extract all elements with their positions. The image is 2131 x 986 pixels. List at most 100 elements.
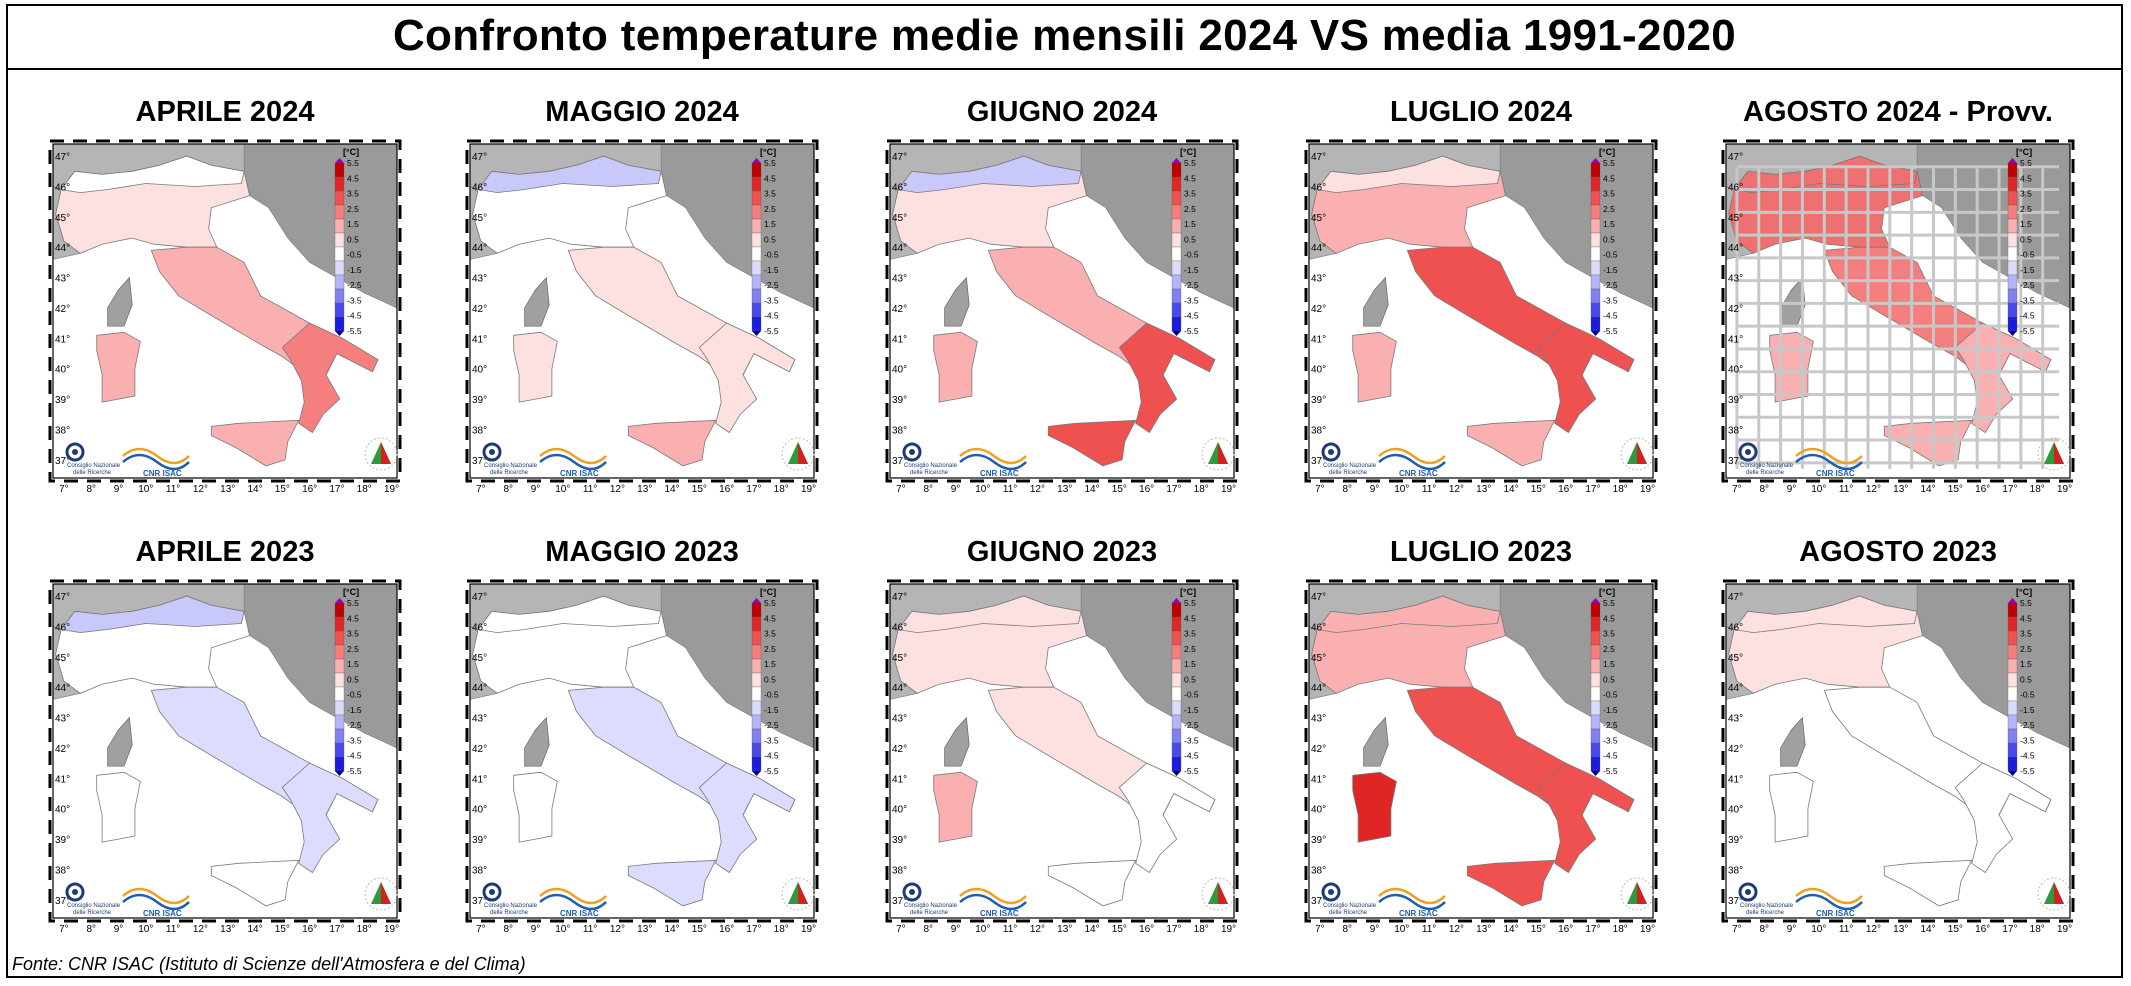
longitude-label: 11° [166, 924, 180, 935]
latitude-label: 45° [1311, 653, 1326, 664]
emblem-icon [781, 877, 815, 911]
svg-text:delle Ricerche: delle Ricerche [490, 470, 529, 476]
colorbar-swatch [1171, 302, 1182, 318]
longitude-label: 18° [1194, 484, 1209, 495]
temperature-anomaly-map: 47° 46° 45° 44° 43° 42° 41° 40° 39° 38° 37° 7° 8° 9° 1… [882, 136, 1242, 498]
colorbar-swatch [334, 162, 345, 178]
longitude-label: 10° [138, 484, 153, 495]
isac-logo: CNR ISAC [959, 447, 1027, 478]
colorbar-tick: -5.5 [764, 326, 779, 336]
colorbar-tick: 3.5 [1603, 629, 1615, 639]
latitude-label: 41° [472, 334, 487, 345]
panel-title: LUGLIO 2024 [1389, 96, 1573, 128]
emblem-icon [2037, 877, 2071, 911]
colorbar-tick: 5.5 [347, 598, 359, 608]
latitude-label: 45° [472, 213, 487, 224]
colorbar-tick: 2.5 [347, 204, 359, 214]
longitude-label: 13° [1476, 924, 1491, 935]
colorbar-tick: -2.5 [764, 720, 779, 730]
region-south [281, 762, 379, 874]
latitude-label: 41° [55, 334, 70, 345]
svg-text:Consiglio Nazionale: Consiglio Nazionale [67, 903, 121, 909]
longitude-label: 11° [1003, 924, 1017, 935]
colorbar-tick: 0.5 [1603, 674, 1615, 684]
svg-text:CNR ISAC: CNR ISAC [560, 909, 599, 918]
latitude-label: 46° [892, 183, 907, 194]
longitude-label: 19° [384, 484, 399, 495]
longitude-label: 11° [583, 484, 597, 495]
colorbar-swatch [334, 176, 345, 192]
longitude-label: 15° [1112, 924, 1127, 935]
svg-text:CNR ISAC: CNR ISAC [560, 469, 599, 478]
longitude-label: 19° [2057, 924, 2072, 935]
colorbar-tick: -3.5 [347, 735, 362, 745]
latitude-label: 44° [472, 243, 487, 254]
longitude-label: 16° [1975, 484, 1990, 495]
temperature-anomaly-map: 47° 46° 45° 44° 43° 42° 41° 40° 39° 38° 37° 7° 8° 9° 1… [45, 576, 405, 938]
colorbar-unit: [°C] [1180, 147, 1196, 157]
region-sicily [627, 859, 717, 907]
latitude-label: 47° [1728, 592, 1743, 603]
latitude-label: 38° [472, 865, 487, 876]
colorbar-tick: 2.5 [2020, 204, 2032, 214]
region-sardinia [1769, 771, 1814, 843]
colorbar-tick: 4.5 [764, 613, 776, 623]
colorbar-tick: -2.5 [347, 280, 362, 290]
latitude-label: 37° [892, 456, 907, 467]
latitude-label: 45° [892, 653, 907, 664]
colorbar-tick: 5.5 [2020, 598, 2032, 608]
region-sardinia [513, 331, 558, 403]
colorbar-swatch [1590, 658, 1601, 674]
region-sicily [1047, 859, 1137, 907]
emblem-icon [2037, 437, 2071, 471]
colorbar-tick: -4.5 [2020, 751, 2035, 761]
colorbar-swatch [2007, 302, 2018, 318]
longitude-label: 19° [384, 924, 399, 935]
colorbar-unit: [°C] [2016, 147, 2032, 157]
figure-frame [6, 4, 2123, 978]
colorbar-swatch [751, 686, 762, 702]
colorbar-tick: -2.5 [2020, 280, 2035, 290]
svg-text:delle Ricerche: delle Ricerche [910, 910, 949, 916]
longitude-label: 9° [1370, 924, 1380, 935]
latitude-label: 46° [892, 623, 907, 634]
colorbar-tick: -5.5 [1603, 326, 1618, 336]
region-south [1118, 762, 1216, 874]
longitude-label: 8° [1342, 484, 1352, 495]
latitude-label: 44° [472, 683, 487, 694]
colorbar-swatch [751, 658, 762, 674]
latitude-label: 43° [55, 714, 70, 725]
panel-title: AGOSTO 2024 - Provv. [1743, 96, 2053, 128]
region-south [698, 762, 796, 874]
colorbar-tick: -0.5 [347, 690, 362, 700]
longitude-label: 8° [86, 484, 96, 495]
svg-text:delle Ricerche: delle Ricerche [73, 910, 112, 916]
temperature-anomaly-map: 47° 46° 45° 44° 43° 42° 41° 40° 39° 38° 37° 7° 8° 9° 1… [462, 576, 822, 938]
region-alps [1733, 595, 1918, 634]
colorbar-tick: 2.5 [764, 644, 776, 654]
longitude-label: 8° [923, 484, 933, 495]
colorbar-swatch [2007, 232, 2018, 248]
colorbar-tick: 2.5 [764, 204, 776, 214]
colorbar-tick: 3.5 [2020, 629, 2032, 639]
longitude-label: 12° [193, 924, 208, 935]
region-south [698, 322, 796, 434]
colorbar-tick: 0.5 [764, 674, 776, 684]
svg-text:Consiglio Nazionale: Consiglio Nazionale [1323, 463, 1377, 469]
colorbar-swatch [2007, 204, 2018, 220]
colorbar-tick: 4.5 [764, 173, 776, 183]
longitude-label: 8° [1342, 924, 1352, 935]
region-corsica [944, 716, 970, 767]
relief-area [1916, 583, 2071, 749]
colorbar-swatch [2007, 316, 2018, 332]
colorbar-tick: 5.5 [1603, 598, 1615, 608]
region-sicily [1466, 859, 1556, 907]
colorbar-swatch [1590, 700, 1601, 716]
longitude-label: 19° [2057, 484, 2072, 495]
colorbar-tick: 3.5 [764, 629, 776, 639]
figure-title: Confronto temperature medie mensili 2024… [392, 11, 1737, 60]
longitude-label: 18° [357, 924, 372, 935]
map-svg: 47° 46° 45° 44° 43° 42° 41° 40° 39° 38° 37° 7° 8° 9° 1… [1304, 579, 1658, 935]
